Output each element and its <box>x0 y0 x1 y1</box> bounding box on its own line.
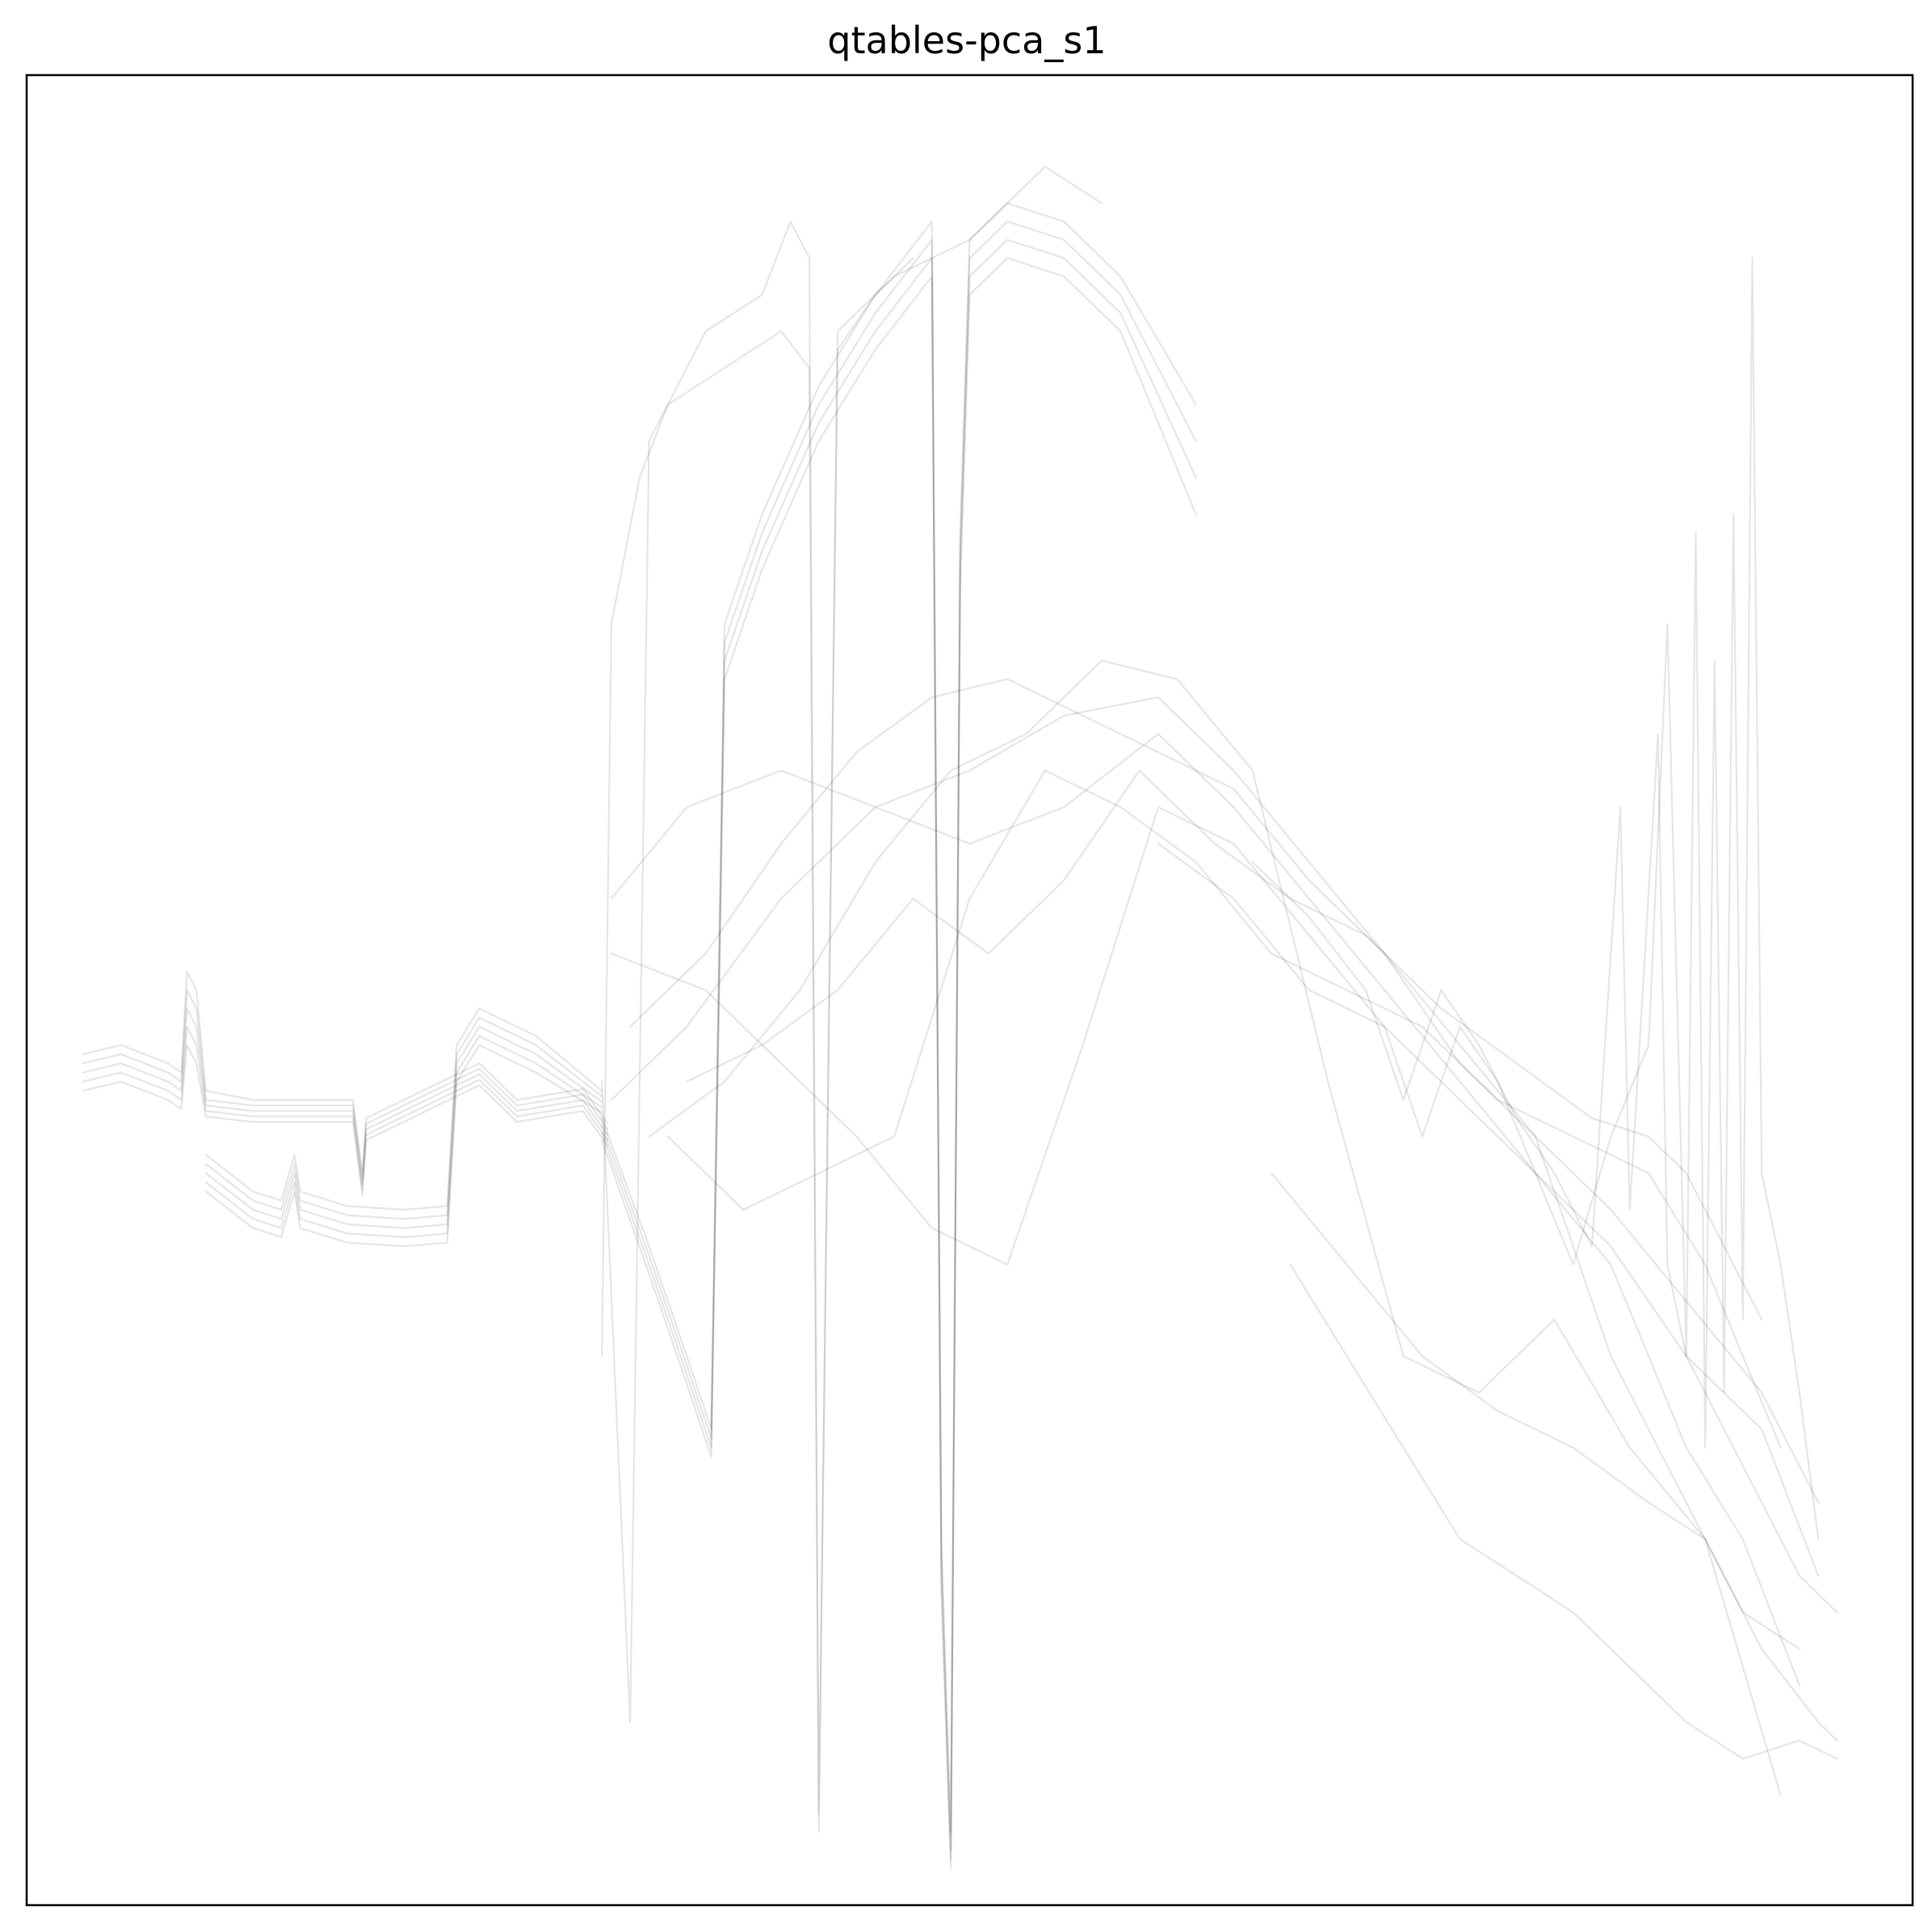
series-line-12 <box>601 220 1197 1852</box>
series-line-25 <box>1251 733 1838 1614</box>
series-line-26 <box>1270 1172 1838 1742</box>
series-line-1 <box>82 971 609 1174</box>
series-line-15 <box>610 733 1800 1687</box>
series-line-22 <box>666 770 1782 1449</box>
series-line-5 <box>82 1043 609 1196</box>
series-line-16 <box>610 696 1800 1650</box>
series-line-6 <box>204 1007 603 1211</box>
plot-area-frame <box>25 73 1914 1907</box>
series-line-13 <box>601 238 1197 1861</box>
series-line-8 <box>204 1026 603 1229</box>
series-layer <box>82 166 1838 1870</box>
series-line-2 <box>82 989 609 1180</box>
series-line-20 <box>601 220 914 1815</box>
chart-title: qtables-pca_s1 <box>827 19 1106 62</box>
series-line-10 <box>204 1043 603 1248</box>
series-line-27 <box>1289 1263 1838 1760</box>
series-line-24 <box>1157 257 1820 1540</box>
series-line-4 <box>82 1026 609 1191</box>
series-line-7 <box>204 1016 603 1220</box>
series-line-19 <box>648 660 1782 1797</box>
series-line-3 <box>82 1007 609 1186</box>
series-line-14 <box>601 257 1197 1870</box>
series-line-11 <box>601 202 1197 1833</box>
series-line-18 <box>610 806 1820 1577</box>
series-line-21 <box>601 166 1102 1833</box>
series-line-9 <box>204 1035 603 1238</box>
series-line-17 <box>629 678 1820 1504</box>
series-line-23 <box>686 770 1763 1320</box>
